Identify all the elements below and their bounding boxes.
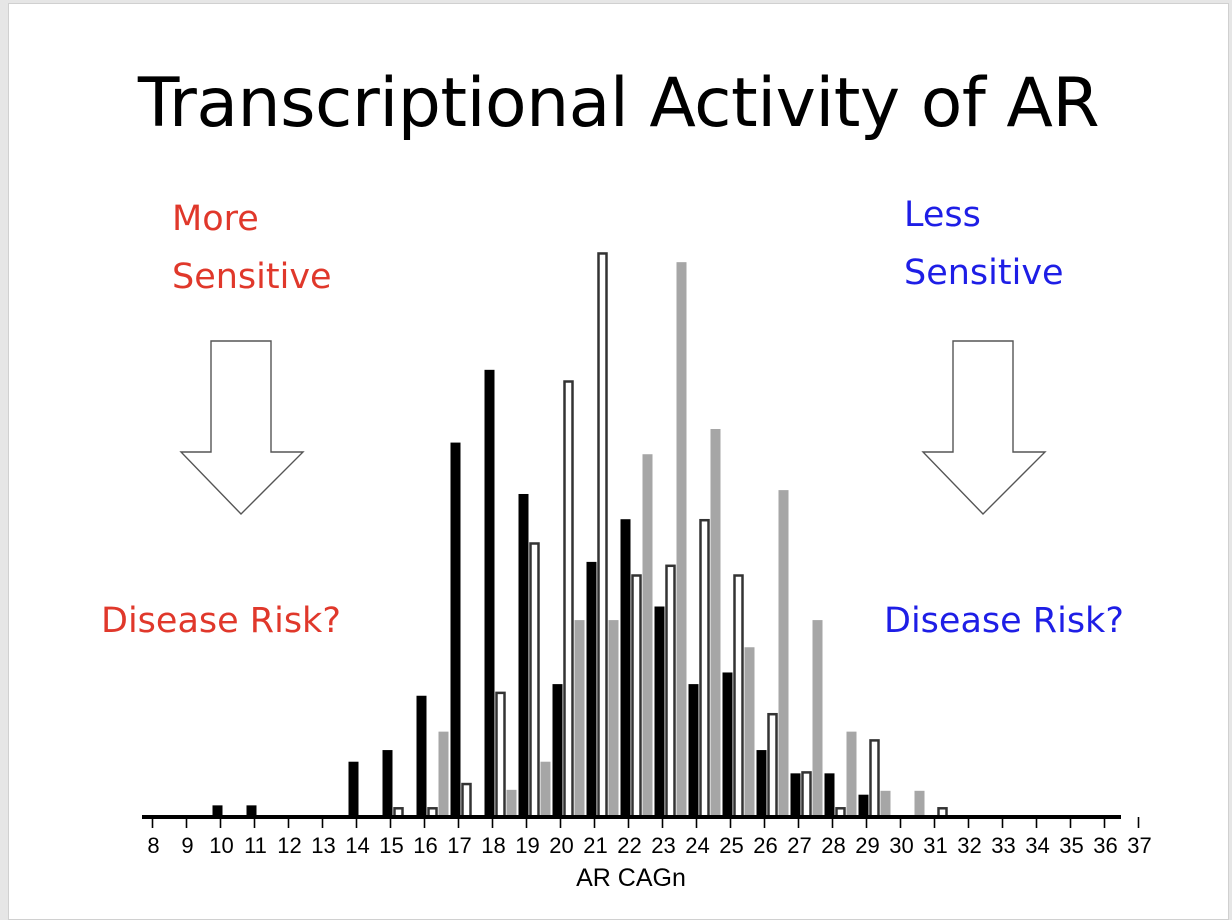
right-sensitivity-label: Less Sensitive (904, 186, 1064, 302)
x-tick-label: 24 (685, 833, 709, 858)
bar-gray-22 (642, 454, 653, 817)
bar-outline-24 (699, 518, 710, 819)
x-tick-label: 30 (889, 833, 913, 858)
bar-gray-19 (540, 761, 551, 817)
x-tick-label: 22 (617, 833, 641, 858)
left-sensitivity-label: More Sensitive (172, 190, 332, 306)
left-down-arrow-icon (179, 340, 305, 515)
bar-gray-16 (438, 731, 449, 817)
bar-outline-19 (529, 542, 540, 819)
x-tick-label: 34 (1025, 833, 1049, 858)
cag-histogram: 8 9 10 11 12 13 14 15 16 17 18 19 20 21 22 23 24 25 26 27 28… (142, 252, 1152, 892)
x-tick-label: 8 (147, 833, 159, 858)
x-tick-label: 27 (787, 833, 811, 858)
bar-solid-29 (858, 794, 869, 817)
right-disease-risk-label: Disease Risk? (884, 601, 1124, 641)
bar-gray-23 (676, 262, 687, 817)
bar-solid-23 (654, 606, 665, 817)
x-tick-label: 12 (277, 833, 301, 858)
bar-solid-15 (382, 750, 393, 817)
bar-gray-28 (846, 731, 857, 817)
x-tick-label: 20 (549, 833, 573, 858)
bar-gray-29 (880, 790, 891, 817)
bar-gray-27 (812, 620, 823, 817)
bar-gray-21 (608, 620, 619, 817)
x-tick-label: 18 (481, 833, 505, 858)
bar-outline-27 (801, 771, 812, 819)
x-tick-label: 29 (855, 833, 879, 858)
bar-solid-17 (450, 442, 461, 817)
x-tick-label: 14 (345, 833, 369, 858)
bar-gray-24 (710, 429, 721, 817)
bar-gray-26 (778, 490, 789, 817)
x-tick-label: 33 (991, 833, 1015, 858)
bar-outline-18 (495, 691, 506, 819)
page-title: Transcriptional Activity of AR (137, 64, 1100, 143)
x-tick-label: 16 (413, 833, 437, 858)
bar-solid-14 (348, 761, 359, 817)
slide: Transcriptional Activity of AR More Sens… (8, 3, 1229, 920)
bar-outline-22 (631, 574, 642, 819)
x-tick-label: 10 (209, 833, 233, 858)
x-tick-label: 11 (244, 833, 267, 858)
left-disease-risk-label: Disease Risk? (101, 601, 341, 641)
bar-solid-24 (688, 684, 699, 817)
right-down-arrow-icon (921, 340, 1047, 515)
bar-solid-11 (246, 805, 257, 817)
x-tick-label: 13 (311, 833, 335, 858)
x-tick-label: 19 (515, 833, 539, 858)
bar-solid-25 (722, 672, 733, 817)
bar-solid-27 (790, 773, 801, 817)
x-tick-label: 32 (957, 833, 981, 858)
x-tick-label: 36 (1093, 833, 1117, 858)
bar-outline-20 (563, 380, 574, 819)
bar-outline-26 (767, 712, 778, 819)
x-tick-label: 25 (719, 833, 743, 858)
bar-gray-25 (744, 647, 755, 817)
bar-solid-28 (824, 773, 835, 817)
bar-solid-10 (212, 805, 223, 817)
x-tick-label: 37 (1127, 833, 1151, 858)
bar-outline-21 (597, 252, 608, 819)
bar-solid-21 (586, 561, 597, 817)
bar-solid-19 (518, 493, 529, 817)
bar-solid-16 (416, 695, 427, 817)
right-label-line1: Less (904, 195, 981, 235)
bar-gray-30 (914, 790, 925, 817)
x-tick-label: 35 (1059, 833, 1083, 858)
bar-outline-29 (869, 739, 880, 819)
bar-gray-20 (574, 620, 585, 817)
x-tick-label: 21 (583, 833, 607, 858)
bar-solid-20 (552, 684, 563, 817)
left-label-line1: More (172, 199, 259, 239)
bar-outline-23 (665, 564, 676, 819)
x-tick-label: 17 (447, 833, 471, 858)
right-label-line2: Sensitive (904, 253, 1064, 293)
left-label-line2: Sensitive (172, 257, 332, 297)
bar-solid-26 (756, 750, 767, 817)
x-axis-label: AR CAGn (576, 864, 686, 892)
bar-outline-17 (461, 782, 472, 819)
bar-solid-22 (620, 519, 631, 817)
x-tick-label: 9 (181, 833, 193, 858)
x-tick-label: 31 (923, 833, 947, 858)
bar-solid-18 (484, 369, 495, 817)
x-tick-label: 26 (753, 833, 777, 858)
bar-gray-18 (506, 789, 517, 817)
x-tick-label: 23 (651, 833, 675, 858)
x-tick-label: 15 (379, 833, 403, 858)
x-tick-label: 28 (821, 833, 845, 858)
bar-outline-25 (733, 574, 744, 819)
